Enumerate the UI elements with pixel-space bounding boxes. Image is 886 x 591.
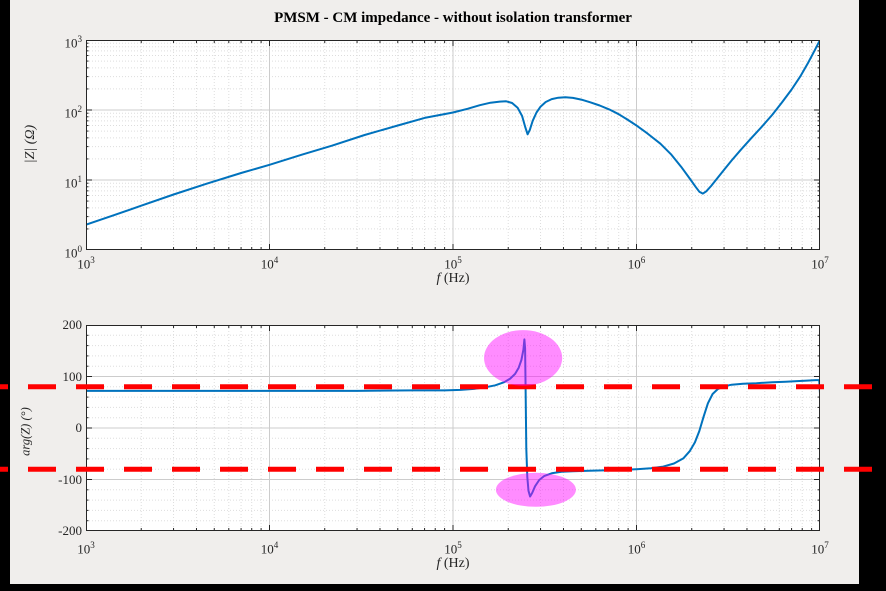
major-grid: [86, 40, 820, 250]
y-tick-label: 200: [62, 317, 83, 332]
y-tick-label: -100: [58, 471, 82, 487]
x-tick-label: 105: [444, 540, 462, 557]
magnitude-y-axis-label: |Z| (Ω): [23, 124, 38, 164]
x-tick-label: 104: [260, 540, 279, 557]
plot-title: PMSM - CM impedance - without isolation …: [274, 10, 632, 26]
x-tick-label: 103: [77, 540, 95, 557]
magnitude-plot-area: [86, 40, 820, 250]
magnitude-x-axis-label: f (Hz): [436, 271, 470, 286]
y-tick-label: 100: [64, 244, 82, 261]
phase-y-axis-label: arg(Z) (°): [18, 407, 33, 456]
major-grid: [86, 325, 820, 531]
axes-box: [86, 40, 820, 250]
y-tick-label: 100: [62, 368, 83, 384]
axes-box: [86, 325, 820, 531]
x-tick-label: 107: [811, 540, 829, 557]
phase-plot-area: [86, 325, 820, 531]
x-tick-label: 106: [627, 540, 646, 557]
phase-x-axis-label: f (Hz): [436, 556, 470, 571]
x-tick-label: 103: [77, 255, 95, 272]
y-tick-label: 101: [64, 174, 82, 191]
y-tick-label: 102: [64, 104, 82, 121]
y-tick-label: 103: [64, 34, 82, 51]
cm-impedance-magnitude-curve: [86, 40, 820, 226]
x-tick-label: 105: [444, 255, 462, 272]
x-tick-label: 104: [260, 255, 279, 272]
x-tick-label: 107: [811, 255, 829, 272]
y-tick-label: 0: [75, 420, 83, 435]
x-tick-label: 106: [627, 255, 646, 272]
y-tick-label: -200: [58, 523, 82, 538]
